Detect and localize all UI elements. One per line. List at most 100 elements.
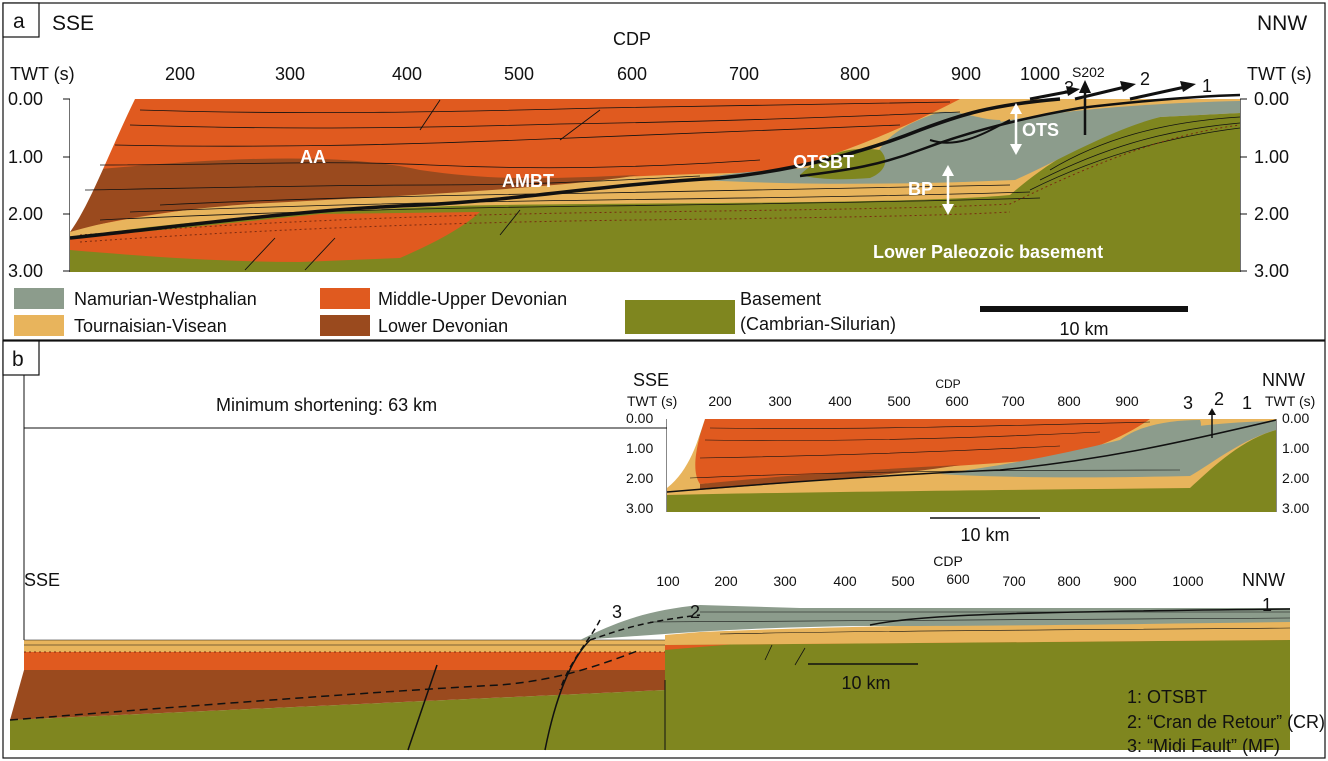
inset-cdp-tick: 400	[828, 393, 852, 409]
restored-left-devonian	[24, 652, 665, 670]
inset-cdp-tick: 800	[1057, 393, 1081, 409]
panel-a-bedding-lines	[84, 101, 1241, 221]
inset-twt-right: TWT (s)	[1265, 393, 1315, 409]
legend-label-basement-1: Basement	[740, 289, 821, 309]
fault-legend-item-2: 2: “Cran de Retour” (CR)	[1127, 712, 1325, 732]
fault-legend-item-3: 3: “Midi Fault” (MF)	[1127, 736, 1280, 756]
fault-3-label: 3	[1064, 78, 1074, 98]
inset-twt-tick: 1.00	[1282, 440, 1309, 456]
panel-b-inset-section: SSE NNW CDP TWT (s) TWT (s) 200 300 400 …	[626, 370, 1315, 545]
panel-a-frame	[2, 2, 1326, 341]
restored-direction-left: SSE	[24, 570, 60, 590]
inset-twt-left: TWT (s)	[627, 393, 677, 409]
restored-fault-2-label: 2	[690, 602, 700, 622]
inset-twt-tick: 2.00	[1282, 470, 1309, 486]
legend-swatch-middle-upper-devonian	[320, 288, 370, 309]
panel-a-section	[69, 93, 1241, 272]
panel-a-twt-right: TWT (s)	[1247, 64, 1312, 84]
restored-fault-3-label: 3	[612, 602, 622, 622]
restored-right-basement	[665, 638, 1290, 750]
inset-cdp-label: CDP	[935, 377, 960, 391]
fault-legend-item-1: 1: OTSBT	[1127, 687, 1207, 707]
legend-label-namurian: Namurian-Westphalian	[74, 289, 257, 309]
legend-swatch-lower-devonian	[320, 315, 370, 336]
otsbt-thrust-line	[799, 93, 1241, 178]
inset-fault-3: 3	[1183, 393, 1193, 413]
inset-cdp-tick: 500	[887, 393, 911, 409]
panel-a-direction-left: SSE	[52, 12, 94, 35]
ots-label: OTS	[1022, 120, 1059, 140]
fault-1-label: 1	[1202, 76, 1212, 96]
cdp-tick-label: 600	[617, 64, 647, 84]
restored-fault-2-trace	[589, 614, 701, 641]
panel-b-restored-section: SSE NNW CDP 100 200 300 400 500 600 700 …	[9, 553, 1291, 751]
panel-a-twt-axis-left: 0.00 1.00 2.00 3.00	[8, 89, 71, 281]
restored-cdp-tick: 200	[714, 573, 738, 589]
otsbt-wedge-fill	[800, 148, 886, 180]
cdp-tick-label: 300	[275, 64, 305, 84]
cdp-tick-label: 700	[729, 64, 759, 84]
inset-direction-left: SSE	[633, 370, 669, 390]
lower-devonian-lower-fill	[70, 212, 480, 262]
restored-otsbt-trace	[869, 608, 1291, 626]
inset-fault-2: 2	[1214, 389, 1224, 409]
bp-label: BP	[908, 179, 933, 199]
twt-tick-label: 0.00	[1254, 89, 1289, 109]
restored-scale-label: 10 km	[841, 673, 890, 693]
legend-label-tournaisian: Tournaisian-Visean	[74, 316, 227, 336]
otsbt-label: OTSBT	[793, 152, 854, 172]
restored-cdp-label: CDP	[933, 553, 963, 569]
s202-well-arrow	[1079, 80, 1091, 93]
lower-devonian-fill	[70, 158, 640, 232]
panel-a-letter-box	[2, 2, 40, 38]
panel-a-cdp-label: CDP	[613, 29, 651, 49]
fault-2-label: 2	[1140, 69, 1150, 89]
panel-a-scale-label: 10 km	[1059, 319, 1108, 339]
inset-twt-tick: 2.00	[626, 470, 653, 486]
restored-cdp-tick: 500	[891, 573, 915, 589]
cdp-tick-label: 500	[504, 64, 534, 84]
cdp-tick-label: 400	[392, 64, 422, 84]
twt-tick-label: 2.00	[8, 204, 43, 224]
panel-a-redbed-lines	[79, 124, 1241, 243]
inset-cdp-tick: 200	[708, 393, 732, 409]
inset-twt-tick: 0.00	[626, 410, 653, 426]
inset-direction-right: NNW	[1262, 370, 1305, 390]
cdp-tick-label: 200	[165, 64, 195, 84]
cdp-tick-label: 800	[840, 64, 870, 84]
panel-a-fault-arrows	[942, 80, 1196, 215]
restored-detachment-trace	[9, 649, 641, 721]
legend-label-lower-devonian: Lower Devonian	[378, 316, 508, 336]
ambt-thrust-line	[69, 97, 1061, 240]
twt-tick-label: 3.00	[8, 261, 43, 281]
twt-tick-label: 0.00	[8, 89, 43, 109]
restored-left-tournaisian	[24, 640, 665, 652]
panel-b-frame	[2, 340, 1326, 759]
inset-cdp-tick: 300	[768, 393, 792, 409]
twt-tick-label: 1.00	[1254, 147, 1289, 167]
inset-twt-tick: 0.00	[1282, 410, 1309, 426]
inset-cdp-tick: 600	[945, 393, 969, 409]
legend-label-mud: Middle-Upper Devonian	[378, 289, 567, 309]
panel-a: a SSE NNW CDP TWT (s) TWT (s) 200 300 40…	[2, 2, 1326, 341]
panel-a-twt-left: TWT (s)	[10, 64, 75, 84]
panel-a-legend: Namurian-Westphalian Tournaisian-Visean …	[14, 288, 896, 336]
twt-tick-label: 3.00	[1254, 261, 1289, 281]
restored-cdp-tick: 600	[946, 571, 970, 587]
fault-legend: 1: OTSBT 2: “Cran de Retour” (CR) 3: “Mi…	[1127, 687, 1325, 756]
inset-cdp-tick: 900	[1115, 393, 1139, 409]
inset-twt-tick: 3.00	[626, 500, 653, 516]
panel-a-scale-bar	[980, 306, 1188, 312]
panel-b-letter: b	[12, 348, 24, 371]
legend-swatch-namurian	[14, 288, 64, 309]
restored-fault-3-steep	[544, 639, 591, 751]
restored-cdp-tick: 800	[1057, 573, 1081, 589]
inset-cdp-tick: 700	[1001, 393, 1025, 409]
inset-scale-label: 10 km	[960, 525, 1009, 545]
inset-twt-tick: 3.00	[1282, 500, 1309, 516]
inset-twt-tick: 1.00	[626, 440, 653, 456]
restored-fault-1-label: 1	[1262, 595, 1272, 615]
panel-a-direction-right: NNW	[1257, 12, 1307, 35]
restored-namurian	[580, 605, 1290, 640]
